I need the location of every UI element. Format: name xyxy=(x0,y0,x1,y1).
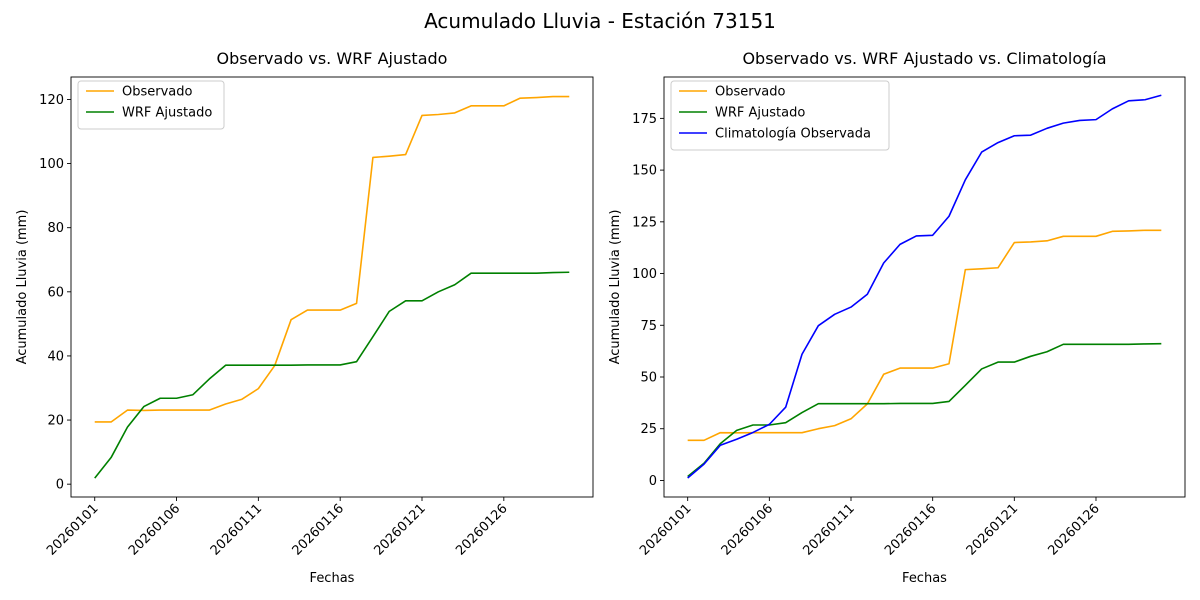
subplot-title: Observado vs. WRF Ajustado vs. Climatolo… xyxy=(742,49,1106,68)
legend: Observado WRF Ajustado Climatología Observ… xyxy=(670,80,890,151)
legend-box xyxy=(670,80,890,151)
series-line-wrf-ajustado xyxy=(94,271,570,479)
y-axis-label: Acumulado Lluvia (mm) xyxy=(608,210,623,365)
x-tick-label: 20260106 xyxy=(126,501,183,558)
y-tick-label: 40 xyxy=(47,349,64,364)
y-tick-label: 60 xyxy=(47,285,64,300)
x-tick-label: 20260121 xyxy=(371,501,428,558)
legend-box xyxy=(77,80,225,130)
x-tick-label: 20260106 xyxy=(719,501,776,558)
x-tick-label: 20260116 xyxy=(290,501,347,558)
x-tick-label: 20260126 xyxy=(453,501,510,558)
legend: Observado WRF Ajustado xyxy=(77,80,225,130)
series-line-observado xyxy=(687,229,1162,442)
legend-entry: Observado xyxy=(715,85,786,100)
legend-entry: Climatología Observada xyxy=(715,127,871,142)
x-tick-label: 20260101 xyxy=(637,501,694,558)
x-tick-label: 20260121 xyxy=(964,501,1021,558)
y-tick-label: 150 xyxy=(632,164,657,179)
x-axis-label: Fechas xyxy=(310,571,355,586)
y-tick-label: 175 xyxy=(632,112,657,127)
y-tick-label: 0 xyxy=(56,478,64,493)
series-line-climatología-observada xyxy=(687,94,1162,479)
x-axis-label: Fechas xyxy=(902,571,947,586)
axes-frame xyxy=(663,76,1186,498)
y-tick-label: 120 xyxy=(39,93,64,108)
series-line-observado xyxy=(94,95,570,423)
figure-title: Acumulado Lluvia - Estación 73151 xyxy=(424,9,776,33)
y-tick-label: 75 xyxy=(640,319,657,334)
y-tick-label: 25 xyxy=(640,422,657,437)
x-tick-label: 20260111 xyxy=(208,501,265,558)
y-tick-label: 80 xyxy=(47,221,64,236)
y-tick-label: 0 xyxy=(649,474,657,489)
subplot-2: Observado vs. WRF Ajustado vs. Climatolo… xyxy=(608,49,1186,586)
y-tick-label: 50 xyxy=(640,371,657,386)
axes-frame xyxy=(70,76,594,498)
legend-entry: WRF Ajustado xyxy=(122,106,212,121)
x-tick-label: 20260111 xyxy=(800,501,857,558)
y-tick-label: 100 xyxy=(39,157,64,172)
x-tick-label: 20260101 xyxy=(44,501,101,558)
x-tick-label: 20260116 xyxy=(882,501,939,558)
series-line-wrf-ajustado xyxy=(687,342,1162,478)
subplot-1: Observado vs. WRF Ajustado 0 20 40 60 80 100 12… xyxy=(15,49,594,586)
legend-entry: Observado xyxy=(122,85,193,100)
subplot-title: Observado vs. WRF Ajustado xyxy=(217,49,448,68)
y-tick-label: 20 xyxy=(47,414,64,429)
x-tick-label: 20260126 xyxy=(1045,501,1102,558)
y-tick-label: 100 xyxy=(632,267,657,282)
y-axis-label: Acumulado Lluvia (mm) xyxy=(15,210,30,365)
y-tick-label: 125 xyxy=(632,215,657,230)
legend-entry: WRF Ajustado xyxy=(715,106,805,121)
